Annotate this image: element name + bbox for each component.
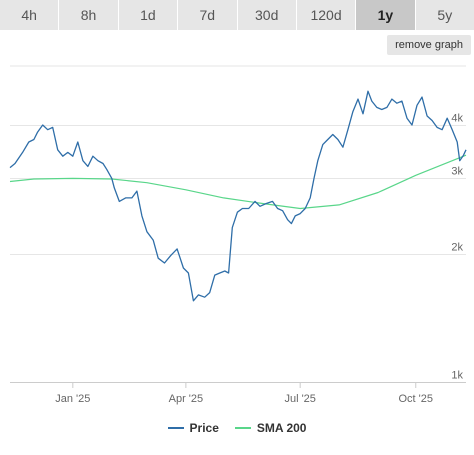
x-tick-label: Apr '25 xyxy=(169,393,204,405)
tab-4h[interactable]: 4h xyxy=(0,0,60,30)
x-tick-label: Oct '25 xyxy=(398,393,433,405)
chart-legend: Price SMA 200 xyxy=(0,418,474,435)
tab-7d[interactable]: 7d xyxy=(178,0,238,30)
tab-5y[interactable]: 5y xyxy=(415,0,474,30)
y-tick-label: 4k xyxy=(451,113,463,125)
legend-swatch xyxy=(234,427,251,429)
legend-item-sma-200[interactable]: SMA 200 xyxy=(234,421,307,435)
sma-200-line xyxy=(9,154,467,210)
tab-1y[interactable]: 1y xyxy=(356,0,416,30)
tab-1d[interactable]: 1d xyxy=(118,0,179,30)
price-line xyxy=(9,90,467,302)
legend-label: SMA 200 xyxy=(256,421,307,435)
legend-swatch xyxy=(167,427,184,429)
y-tick-label: 2k xyxy=(451,242,463,254)
legend-label: Price xyxy=(189,421,219,435)
x-tick-label: Jul '25 xyxy=(284,393,315,405)
timeframe-tabs: 4h 8h 1d 7d 30d 120d 1y 5y xyxy=(0,0,474,30)
legend-item-price[interactable]: Price xyxy=(167,421,219,435)
remove-graph-button[interactable]: remove graph xyxy=(387,35,471,55)
y-tick-label: 1k xyxy=(451,370,463,382)
tab-30d[interactable]: 30d xyxy=(237,0,297,30)
tab-8h[interactable]: 8h xyxy=(59,0,119,30)
y-tick-label: 3k xyxy=(451,166,463,178)
tab-120d[interactable]: 120d xyxy=(296,0,357,30)
x-tick-label: Jan '25 xyxy=(55,393,90,405)
